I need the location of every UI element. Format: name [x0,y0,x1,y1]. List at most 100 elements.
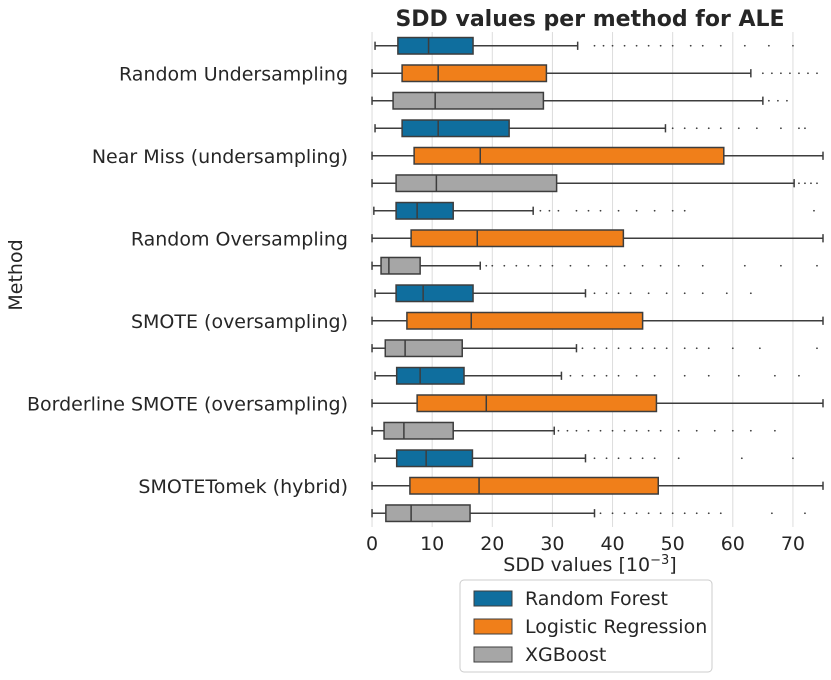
box-xgboost-smote-oversampling-flier-9 [695,347,698,350]
box-xgboost-smote-oversampling-flier-11 [731,347,734,350]
box-xgboost-near-miss-undersampling-flier-1 [804,182,806,185]
legend-label-xgboost: XGBoost [525,644,606,666]
box-xgboost-smotetomek-hybrid-flier-5 [659,512,662,515]
box-random-forest-near-miss-undersampling [374,119,806,138]
box-xgboost-borderline-smote-oversampling-flier-12 [713,429,716,432]
box-random-forest-near-miss-undersampling-flier-1 [683,127,686,130]
box-random-forest-smote-oversampling-flier-3 [629,292,632,295]
box-xgboost-borderline-smote-oversampling-flier-2 [575,429,578,432]
box-xgboost-borderline-smote-oversampling-flier-8 [647,429,650,432]
box-logistic-regression-random-undersampling-flier-5 [807,72,809,75]
legend-swatch-random-forest [473,590,513,607]
box-random-forest-random-oversampling-flier-5 [599,209,602,212]
box-logistic-regression-random-undersampling-flier-6 [816,72,818,75]
box-xgboost-random-oversampling-iqr [380,256,421,275]
x-tick-label-20: 20 [480,533,504,555]
box-xgboost-near-miss-undersampling-flier-3 [816,182,818,185]
box-logistic-regression-borderline-smote-oversampling [371,394,824,413]
box-random-forest-borderline-smote-oversampling-flier-2 [593,374,596,377]
x-tick-label-60: 60 [721,533,745,555]
box-logistic-regression-random-undersampling-flier-4 [798,72,800,75]
box-random-forest-smote-oversampling-flier-9 [749,292,752,295]
box-random-forest-random-oversampling [373,201,815,220]
category-label-smote-oversampling: SMOTE (oversampling) [131,311,348,333]
box-xgboost-near-miss-undersampling-flier-0 [798,182,800,185]
box-random-forest-random-oversampling-flier-6 [617,209,620,212]
box-xgboost-smote-oversampling-flier-6 [653,347,656,350]
box-random-forest-borderline-smote-oversampling-flier-7 [683,374,686,377]
box-random-forest-borderline-smote-oversampling-flier-5 [635,374,638,377]
box-random-forest-random-oversampling-flier-8 [653,209,656,212]
box-random-forest-borderline-smote-oversampling-flier-11 [798,374,800,377]
box-xgboost-smotetomek-hybrid-flier-6 [671,512,674,515]
box-random-forest-near-miss-undersampling-flier-5 [737,127,740,130]
box-random-forest-random-undersampling-flier-7 [671,44,674,47]
box-xgboost-borderline-smote-oversampling-flier-6 [623,429,626,432]
box-xgboost-smote-oversampling-flier-13 [816,347,818,350]
plot-background [357,32,823,527]
box-xgboost-random-oversampling-flier-0 [485,264,488,267]
box-xgboost-random-oversampling [371,256,818,275]
box-xgboost-smotetomek-hybrid-flier-7 [683,512,686,515]
box-xgboost-random-oversampling-flier-17 [816,264,818,267]
box-random-forest-random-oversampling-flier-1 [548,209,551,212]
box-random-forest-random-oversampling-flier-9 [671,209,674,212]
box-random-forest-borderline-smote-oversampling-flier-0 [569,374,572,377]
box-random-forest-borderline-smote-oversampling-flier-9 [737,374,740,377]
box-xgboost-borderline-smote-oversampling [371,421,776,440]
box-xgboost-smote-oversampling-flier-0 [581,347,584,350]
box-logistic-regression-smotetomek-hybrid [371,476,824,495]
box-xgboost-smotetomek-hybrid-flier-1 [611,512,614,515]
x-tick-label-70: 70 [781,533,805,555]
box-random-forest-smotetomek-hybrid-flier-5 [653,457,656,460]
box-random-forest-random-undersampling-flier-3 [623,44,626,47]
box-xgboost-borderline-smote-oversampling-flier-7 [635,429,638,432]
legend-label-logistic-regression: Logistic Regression [525,616,707,638]
box-random-forest-random-undersampling [374,36,794,55]
x-tick-label-40: 40 [600,533,624,555]
category-label-random-undersampling: Random Undersampling [119,63,348,85]
box-random-forest-smotetomek-hybrid-flier-4 [641,457,644,460]
box-random-forest-borderline-smote-oversampling-flier-3 [605,374,608,377]
x-axis-title: SDD values [10−3] [503,553,676,576]
box-random-forest-random-oversampling-flier-10 [683,209,686,212]
box-xgboost-smotetomek-hybrid-flier-2 [623,512,626,515]
box-random-forest-smote-oversampling-flier-0 [593,292,596,295]
box-xgboost-borderline-smote-oversampling-flier-5 [611,429,614,432]
box-logistic-regression-near-miss-undersampling [371,146,824,165]
box-logistic-regression-random-undersampling-flier-3 [789,72,791,75]
box-xgboost-smote-oversampling-flier-7 [665,347,668,350]
box-random-forest-near-miss-undersampling-flier-7 [780,127,782,130]
box-random-forest-near-miss-undersampling-flier-0 [671,127,674,130]
box-random-forest-random-oversampling-flier-4 [587,209,590,212]
box-random-forest-random-undersampling-iqr [397,36,474,55]
x-tick-labels: 0 10 20 30 40 50 60 70 [366,533,805,555]
box-xgboost-random-undersampling-flier-0 [767,99,770,102]
box-xgboost-smotetomek-hybrid-iqr [385,504,471,523]
box-xgboost-random-oversampling-flier-9 [605,264,608,267]
category-label-random-oversampling: Random Oversampling [131,228,348,250]
chart-title: SDD values per method for ALE [395,7,784,32]
box-xgboost-smote-oversampling-flier-3 [617,347,620,350]
box-xgboost-smotetomek-hybrid-flier-0 [599,512,602,515]
box-random-forest-random-undersampling-flier-5 [647,44,650,47]
box-random-forest-near-miss-undersampling-flier-4 [719,127,722,130]
box-random-forest-random-undersampling-flier-8 [689,44,692,47]
x-tick-label-0: 0 [366,533,378,555]
box-random-forest-random-undersampling-flier-11 [743,44,746,47]
box-xgboost-random-oversampling-flier-7 [569,264,572,267]
box-xgboost-random-undersampling [371,91,788,110]
box-xgboost-random-oversampling-flier-14 [701,264,704,267]
box-xgboost-near-miss-undersampling [371,174,818,193]
box-random-forest-random-oversampling-iqr [395,201,454,220]
box-xgboost-smote-oversampling-flier-1 [593,347,596,350]
box-random-forest-smote-oversampling-flier-2 [617,292,620,295]
box-random-forest-smotetomek-hybrid-flier-1 [605,457,608,460]
box-random-forest-random-undersampling-flier-4 [635,44,638,47]
box-random-forest-near-miss-undersampling-iqr [401,119,510,138]
box-random-forest-smote-oversampling-flier-5 [665,292,668,295]
box-random-forest-smotetomek-hybrid [374,449,794,468]
box-xgboost-borderline-smote-oversampling-flier-1 [566,429,569,432]
box-logistic-regression-random-undersampling-iqr [401,64,548,83]
box-random-forest-smote-oversampling-flier-4 [647,292,650,295]
